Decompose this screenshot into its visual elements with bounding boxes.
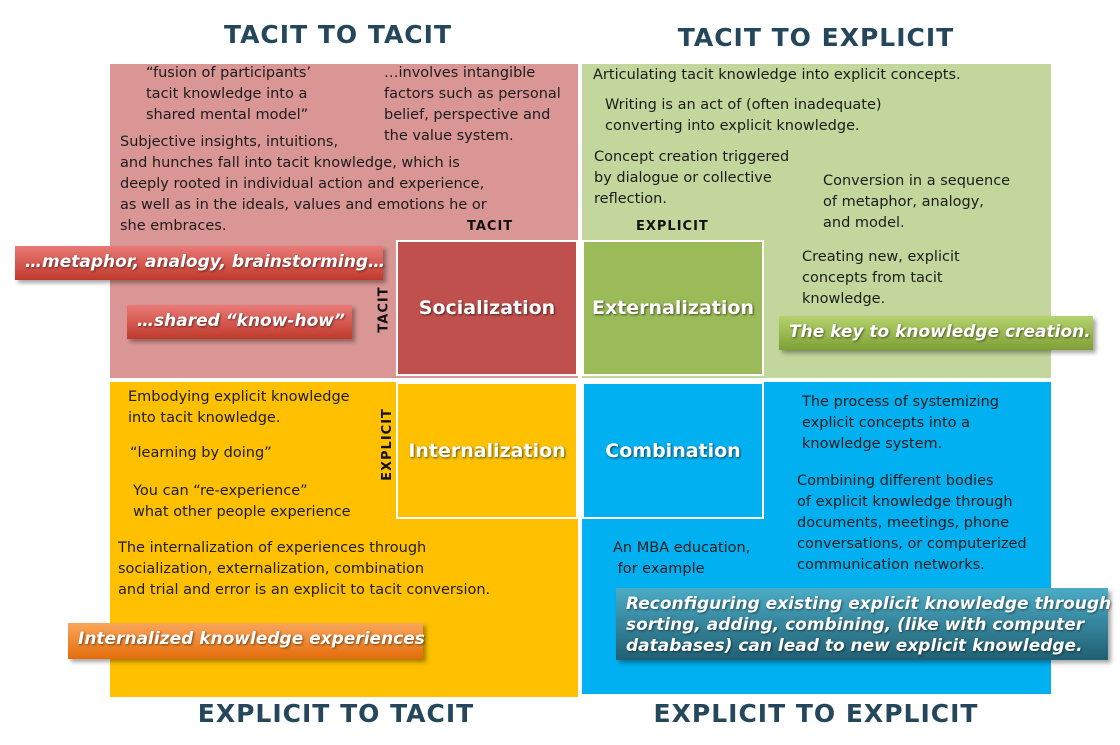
note-line: “fusion of participants’ [146, 65, 312, 81]
note-line: Creating new, explicit [802, 249, 960, 265]
note-line: into tacit knowledge. [128, 410, 281, 426]
note-line: “learning by doing” [130, 445, 272, 461]
note-line: and hunches fall into tacit knowledge, w… [120, 155, 460, 171]
callout-box: The key to knowledge creation. [779, 316, 1093, 350]
note-line: You can “re-experience” [133, 483, 308, 499]
note-line: tacit knowledge into a [146, 86, 308, 102]
note-line: Writing is an act of (often inadequate) [605, 97, 882, 113]
mode-box: Socialization [396, 240, 578, 376]
quadrant-heading: TACIT TO EXPLICIT [677, 23, 955, 52]
callout-line: databases) can lead to new explicit know… [626, 636, 1083, 656]
note-line: concepts from tacit [802, 270, 943, 286]
axis-label: EXPLICIT [379, 408, 395, 481]
note-line: Subjective insights, intuitions, [120, 134, 339, 150]
note-line: explicit concepts into a [802, 415, 971, 431]
note-line: communication networks. [797, 557, 985, 573]
callout-line: The key to knowledge creation. [789, 322, 1091, 342]
note-line: by dialogue or collective [594, 170, 772, 186]
note-line: …involves intangible [384, 65, 536, 81]
callout-line: Reconfiguring existing explicit knowledg… [626, 594, 1112, 614]
note-line: factors such as personal [384, 86, 561, 102]
note-line: shared mental model” [146, 107, 309, 123]
callout-box: …metaphor, analogy, brainstorming… [15, 246, 385, 280]
note-line: Combining different bodies [797, 473, 994, 489]
note-line: An MBA education, [613, 540, 751, 556]
note-line: conversations, or computerized [797, 536, 1027, 552]
note-line: socialization, externalization, combinat… [118, 561, 425, 577]
note-line: documents, meetings, phone [797, 515, 1010, 531]
callout-line: …metaphor, analogy, brainstorming… [25, 252, 385, 272]
note-line: knowledge. [802, 291, 886, 307]
quadrant-heading: EXPLICIT TO EXPLICIT [653, 699, 979, 728]
note-line: she embraces. [120, 218, 227, 234]
note-line: of explicit knowledge through [797, 494, 1013, 510]
note-line: and model. [823, 215, 905, 231]
note-line: and trial and error is an explicit to ta… [118, 582, 491, 598]
note-line: what other people experience [133, 504, 351, 520]
note-line: Embodying explicit knowledge [128, 389, 350, 405]
note-line: for example [613, 561, 705, 577]
note-line: the value system. [384, 128, 514, 144]
note-line: converting into explicit knowledge. [605, 118, 860, 134]
callout-box: Internalized knowledge experiences [68, 623, 425, 659]
note-line: Concept creation triggered [594, 149, 790, 165]
callout-line: sorting, adding, combining, (like with c… [626, 615, 1085, 635]
note-line: of metaphor, analogy, [823, 194, 984, 210]
mode-box: Externalization [582, 240, 764, 376]
quadrant-heading: EXPLICIT TO TACIT [197, 699, 475, 728]
callout-line: Internalized knowledge experiences [78, 629, 425, 649]
note-line: The process of systemizing [802, 394, 999, 410]
callout-box: …shared “know-how” [127, 305, 352, 339]
note-line: belief, perspective and [384, 107, 551, 123]
quadrant-heading: TACIT TO TACIT [223, 20, 453, 49]
note-line: reflection. [594, 191, 667, 207]
note-line: The internalization of experiences throu… [118, 540, 427, 556]
callout-box: Reconfiguring existing explicit knowledg… [616, 588, 1112, 660]
note-line: knowledge system. [802, 436, 943, 452]
axis-label: TACIT [467, 219, 514, 234]
note-line: deeply rooted in individual action and e… [120, 176, 485, 192]
note-line: as well as in the ideals, values and emo… [120, 197, 487, 213]
mode-box: Combination [582, 382, 764, 519]
note-line: Articulating tacit knowledge into explic… [593, 67, 961, 83]
mode-box: Internalization [396, 382, 578, 519]
note-line: Conversion in a sequence [823, 173, 1011, 189]
axis-label: TACIT [376, 286, 392, 333]
axis-label: EXPLICIT [636, 219, 709, 234]
callout-line: …shared “know-how” [137, 311, 345, 331]
